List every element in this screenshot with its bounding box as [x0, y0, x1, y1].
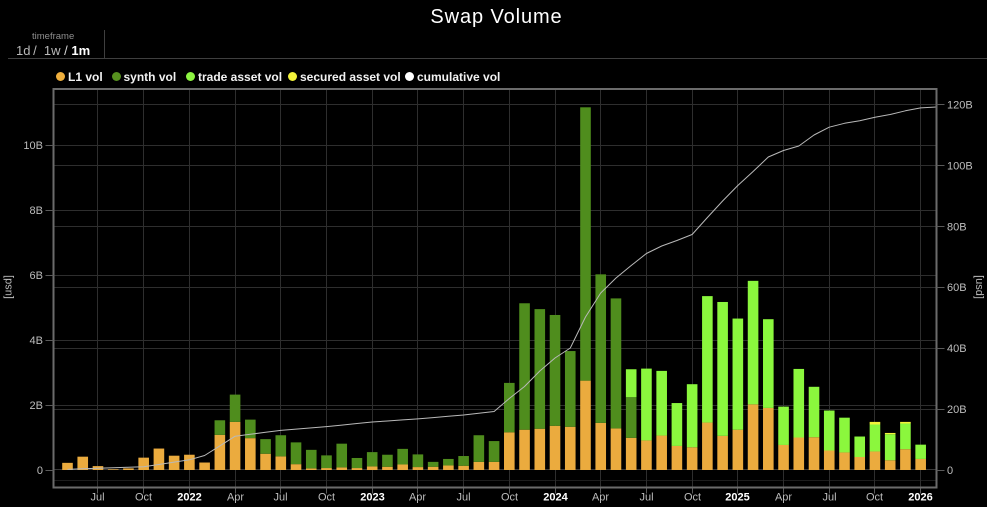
svg-text:Oct: Oct [684, 492, 701, 504]
svg-text:4B: 4B [30, 335, 43, 347]
svg-text:Jul: Jul [90, 492, 104, 504]
svg-text:Oct: Oct [866, 492, 883, 504]
svg-text:2022: 2022 [177, 492, 201, 504]
svg-text:[usd]: [usd] [3, 275, 15, 299]
svg-text:2025: 2025 [725, 492, 749, 504]
svg-text:100B: 100B [947, 161, 973, 173]
svg-text:6B: 6B [30, 270, 43, 282]
svg-text:Jul: Jul [456, 492, 470, 504]
svg-text:Oct: Oct [501, 492, 518, 504]
svg-text:20B: 20B [947, 404, 967, 416]
svg-text:40B: 40B [947, 343, 967, 355]
svg-text:Oct: Oct [135, 492, 152, 504]
svg-text:60B: 60B [947, 282, 967, 294]
svg-text:Apr: Apr [592, 492, 609, 504]
svg-text:80B: 80B [947, 221, 967, 233]
svg-text:Apr: Apr [775, 492, 792, 504]
svg-text:2026: 2026 [908, 492, 932, 504]
svg-text:Jul: Jul [822, 492, 836, 504]
svg-text:2023: 2023 [360, 492, 384, 504]
svg-text:Jul: Jul [273, 492, 287, 504]
svg-text:2B: 2B [30, 400, 43, 412]
svg-text:0: 0 [37, 465, 43, 477]
svg-text:Apr: Apr [409, 492, 426, 504]
svg-text:[usd]: [usd] [973, 275, 985, 299]
svg-text:Jul: Jul [639, 492, 653, 504]
svg-text:120B: 120B [947, 100, 973, 112]
svg-text:2024: 2024 [543, 492, 568, 504]
svg-text:0: 0 [947, 465, 953, 477]
svg-text:Oct: Oct [318, 492, 335, 504]
svg-text:10B: 10B [23, 140, 43, 152]
svg-text:Apr: Apr [227, 492, 244, 504]
svg-text:8B: 8B [30, 205, 43, 217]
